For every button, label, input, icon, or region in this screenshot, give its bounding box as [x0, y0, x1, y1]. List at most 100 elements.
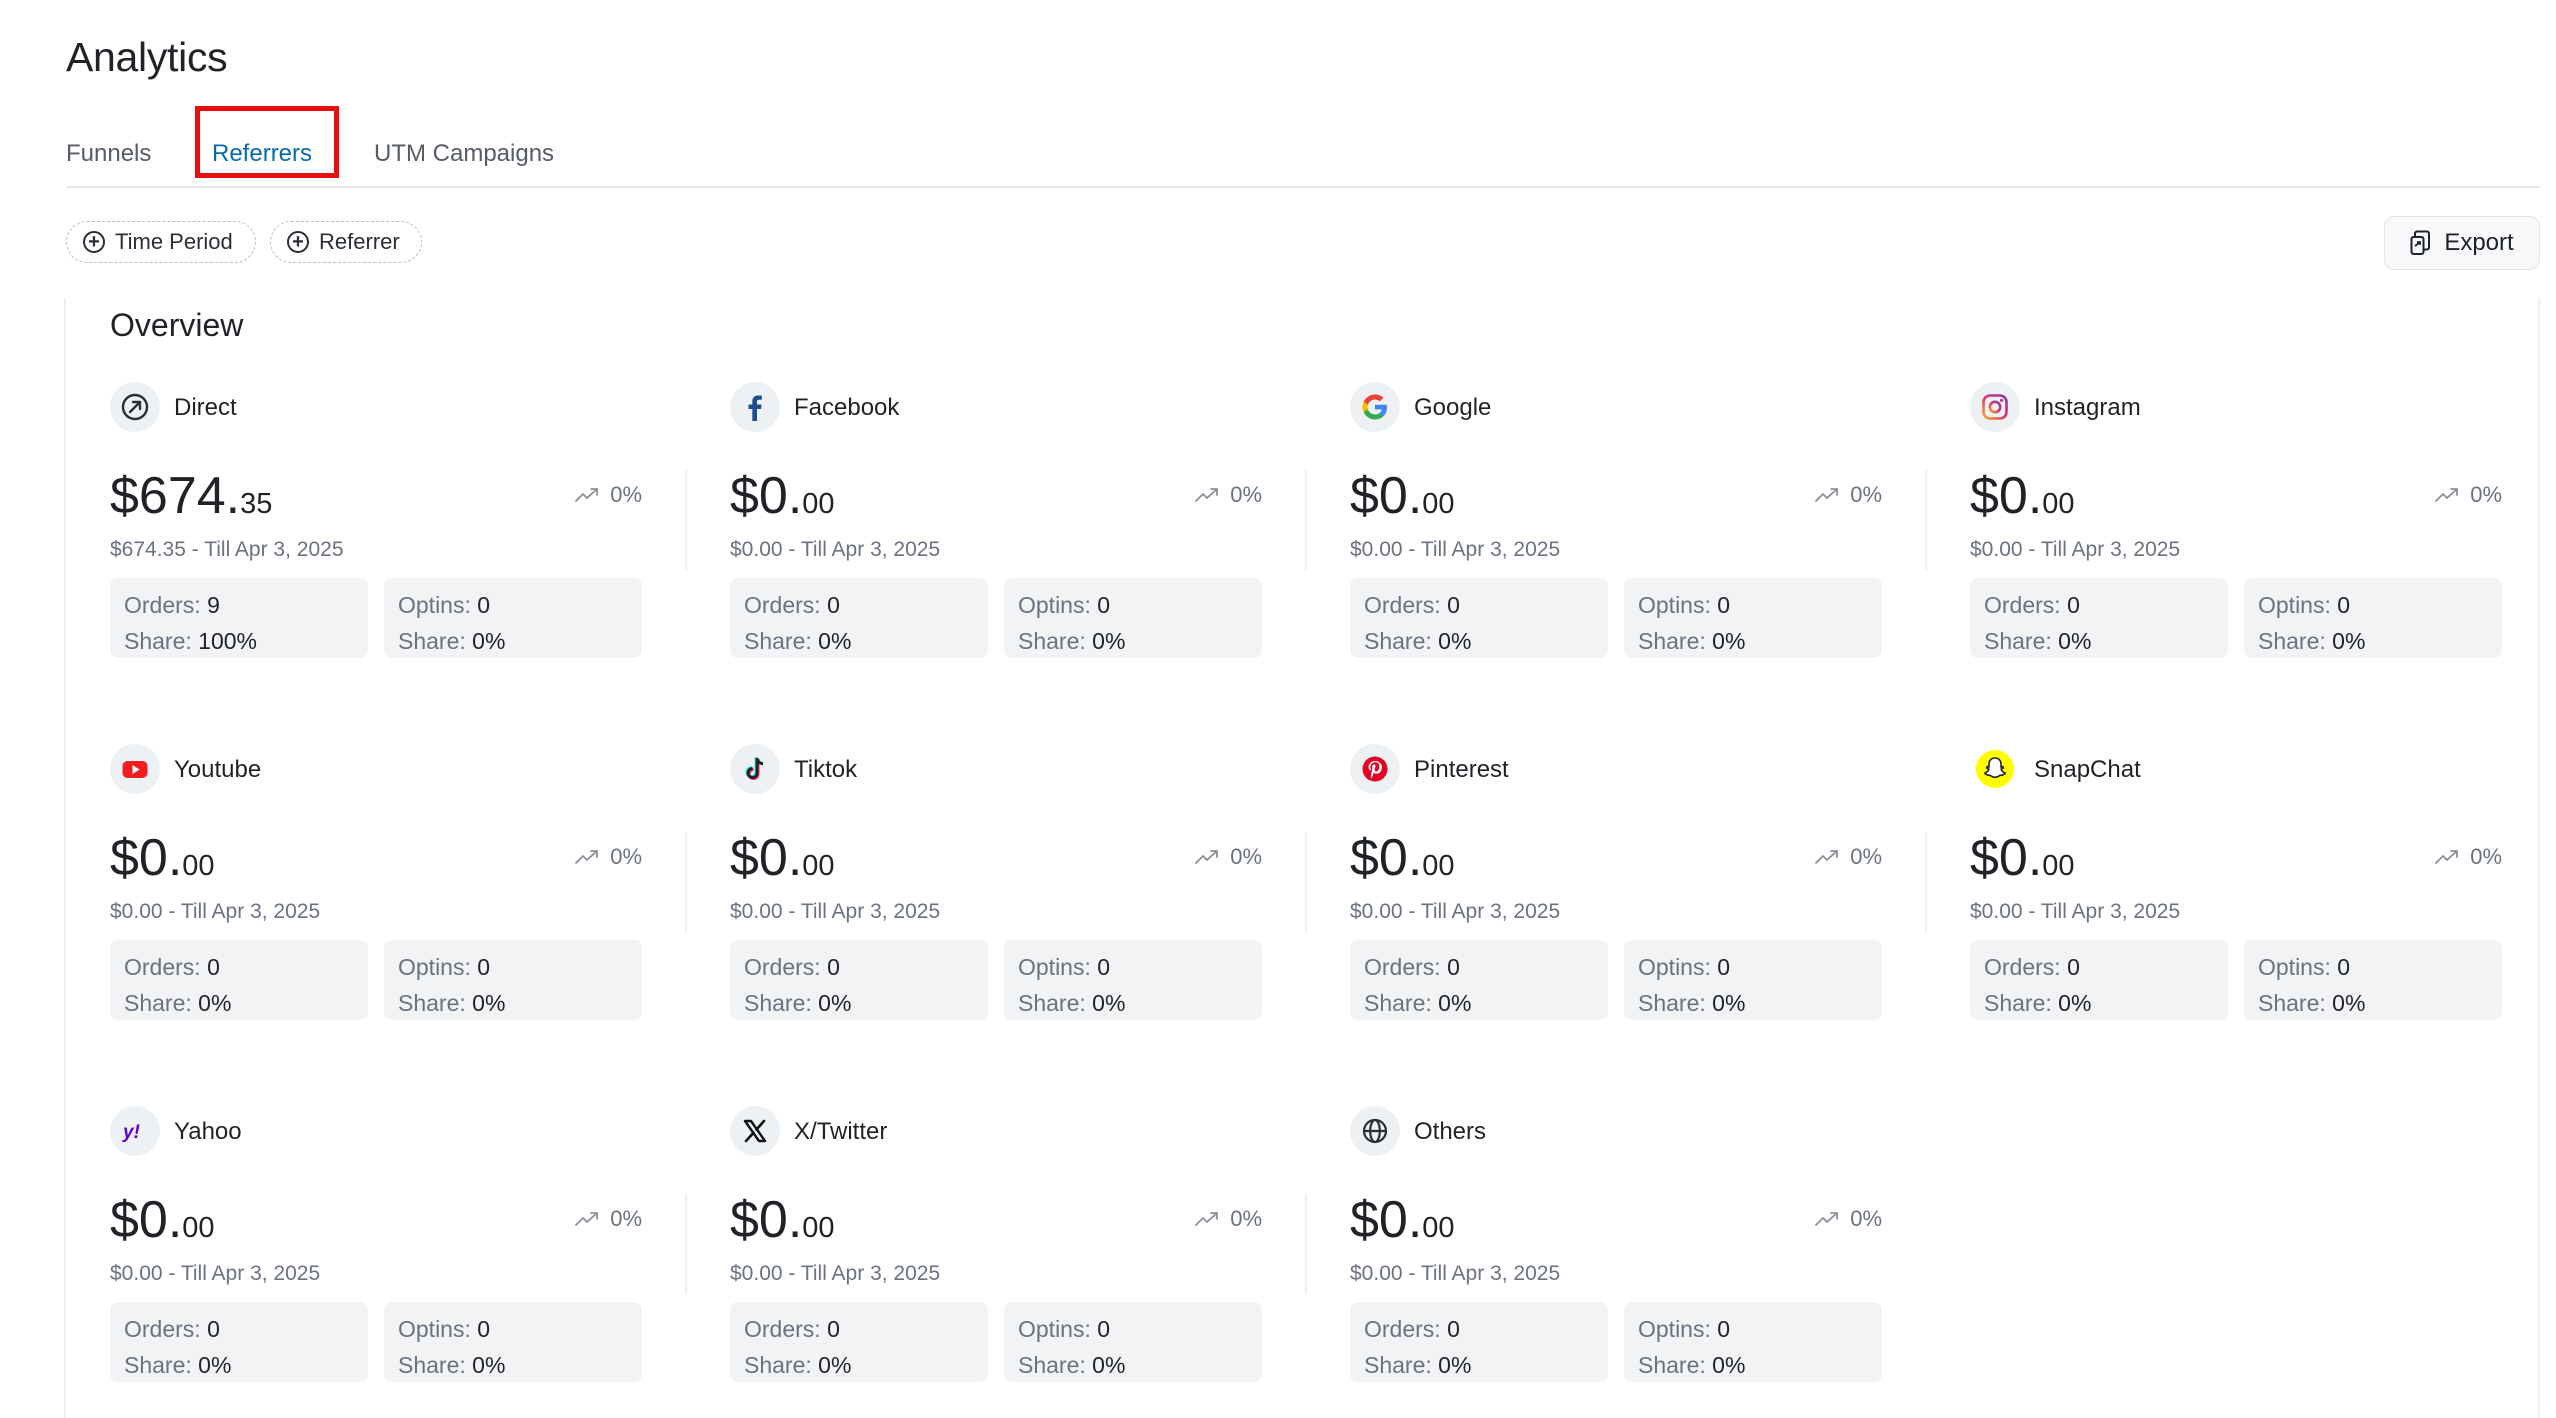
share-label: Share: [1018, 628, 1086, 654]
revenue-subtitle: $0.00 - Till Apr 3, 2025 [1970, 900, 2181, 923]
trend-up-icon [575, 850, 599, 864]
x-twitter-icon [730, 1106, 780, 1156]
trend-up-icon [575, 488, 599, 502]
share-label: Share: [744, 1352, 812, 1378]
share-label: Share: [1638, 1352, 1706, 1378]
referrer-filter-button[interactable]: + Referrer [270, 221, 422, 263]
revenue-amount: $0.00 [1350, 1194, 1455, 1246]
amount-main: $0. [1350, 467, 1423, 525]
orders-value: 0 [1447, 592, 1460, 618]
orders-label: Orders: [124, 592, 201, 618]
amount-main: $674. [110, 467, 241, 525]
column-divider [1305, 1194, 1307, 1294]
instagram-icon [1970, 382, 2020, 432]
share-label: Share: [398, 990, 466, 1016]
time-period-filter-button[interactable]: + Time Period [66, 221, 256, 263]
optins-label: Optins: [1018, 954, 1091, 980]
orders-share-value: 0% [2058, 628, 2092, 654]
revenue-subtitle: $0.00 - Till Apr 3, 2025 [730, 900, 941, 923]
orders-label: Orders: [744, 592, 821, 618]
google-icon [1350, 382, 1400, 432]
referrer-name: Pinterest [1414, 756, 1509, 783]
trend-value: 0% [1230, 1206, 1262, 1231]
trend-up-icon [1815, 488, 1839, 502]
optins-stat-box: Optins: 0 Share: 0% [1004, 1302, 1262, 1382]
optins-value: 0 [1097, 592, 1111, 618]
revenue-amount: $0.00 [110, 832, 215, 884]
optins-share-value: 0% [472, 1352, 506, 1378]
optins-value: 0 [2337, 592, 2351, 618]
orders-stat-box: Orders: 0 Share: 0% [730, 940, 988, 1020]
orders-share-value: 0% [198, 990, 232, 1016]
share-label: Share: [1364, 628, 1432, 654]
orders-share-value: 0% [2058, 990, 2092, 1016]
share-label: Share: [1018, 1352, 1086, 1378]
orders-share-value: 0% [1438, 628, 1472, 654]
amount-cents: 00 [182, 850, 215, 882]
optins-stat-box: Optins: 0 Share: 0% [1624, 940, 1882, 1020]
share-label: Share: [124, 1352, 192, 1378]
orders-value: 0 [827, 592, 840, 618]
share-label: Share: [744, 990, 812, 1016]
orders-label: Orders: [744, 1316, 821, 1342]
plus-circle-icon: + [287, 231, 309, 253]
optins-value: 0 [1717, 1316, 1731, 1342]
revenue-amount: $0.00 [1350, 470, 1455, 522]
orders-label: Orders: [1364, 1316, 1441, 1342]
orders-label: Orders: [1364, 592, 1441, 618]
optins-value: 0 [1717, 592, 1731, 618]
revenue-amount: $0.00 [1970, 470, 2075, 522]
tab-funnels[interactable]: Funnels [66, 140, 152, 167]
share-label: Share: [124, 628, 192, 654]
trend-indicator: 0% [574, 482, 642, 508]
optins-label: Optins: [1638, 592, 1711, 618]
referrer-name: Yahoo [174, 1118, 242, 1145]
orders-stat-box: Orders: 0 Share: 0% [1350, 578, 1608, 658]
optins-label: Optins: [398, 954, 471, 980]
export-icon [2410, 230, 2431, 255]
tab-utm-campaigns[interactable]: UTM Campaigns [374, 140, 555, 167]
optins-value: 0 [1097, 1316, 1111, 1342]
optins-value: 0 [1717, 954, 1731, 980]
export-button[interactable]: Export [2384, 216, 2540, 270]
orders-value: 0 [827, 954, 840, 980]
trend-indicator: 0% [574, 1206, 642, 1232]
referrer-name: Instagram [2034, 394, 2141, 421]
facebook-icon [730, 382, 780, 432]
plus-circle-icon: + [83, 231, 105, 253]
tab-referrers[interactable]: Referrers [212, 140, 313, 167]
overview-title: Overview [110, 307, 244, 343]
orders-share-value: 100% [198, 628, 257, 654]
share-label: Share: [398, 1352, 466, 1378]
trend-indicator: 0% [1814, 482, 1882, 508]
optins-stat-box: Optins: 0 Share: 0% [384, 578, 642, 658]
optins-share-value: 0% [1712, 628, 1746, 654]
share-label: Share: [2258, 628, 2326, 654]
page-title: Analytics [66, 34, 228, 80]
revenue-amount: $0.00 [1970, 832, 2075, 884]
trend-up-icon [575, 1212, 599, 1226]
optins-share-value: 0% [2332, 990, 2366, 1016]
amount-cents: 00 [1422, 1212, 1455, 1244]
orders-stat-box: Orders: 0 Share: 0% [1350, 1302, 1608, 1382]
orders-value: 0 [827, 1316, 840, 1342]
orders-label: Orders: [1984, 954, 2061, 980]
optins-stat-box: Optins: 0 Share: 0% [384, 940, 642, 1020]
optins-label: Optins: [2258, 592, 2331, 618]
orders-share-value: 0% [818, 1352, 852, 1378]
amount-main: $0. [1970, 467, 2043, 525]
column-divider [1305, 832, 1307, 932]
amount-main: $0. [730, 829, 803, 887]
referrer-name: Facebook [794, 394, 900, 421]
optins-share-value: 0% [1712, 990, 1746, 1016]
column-divider [685, 470, 687, 570]
share-label: Share: [1364, 1352, 1432, 1378]
amount-cents: 00 [182, 1212, 215, 1244]
referrer-card-snapchat: SnapChat $0.00 0% $0.00 - Till Apr 3, 2025 O… [1970, 744, 2502, 1044]
orders-stat-box: Orders: 9 Share: 100% [110, 578, 368, 658]
revenue-subtitle: $0.00 - Till Apr 3, 2025 [1350, 1262, 1561, 1285]
referrer-card-youtube: Youtube $0.00 0% $0.00 - Till Apr 3, 2025 Or… [110, 744, 642, 1044]
orders-stat-box: Orders: 0 Share: 0% [110, 940, 368, 1020]
revenue-amount: $674.35 [110, 470, 272, 522]
share-label: Share: [1984, 628, 2052, 654]
